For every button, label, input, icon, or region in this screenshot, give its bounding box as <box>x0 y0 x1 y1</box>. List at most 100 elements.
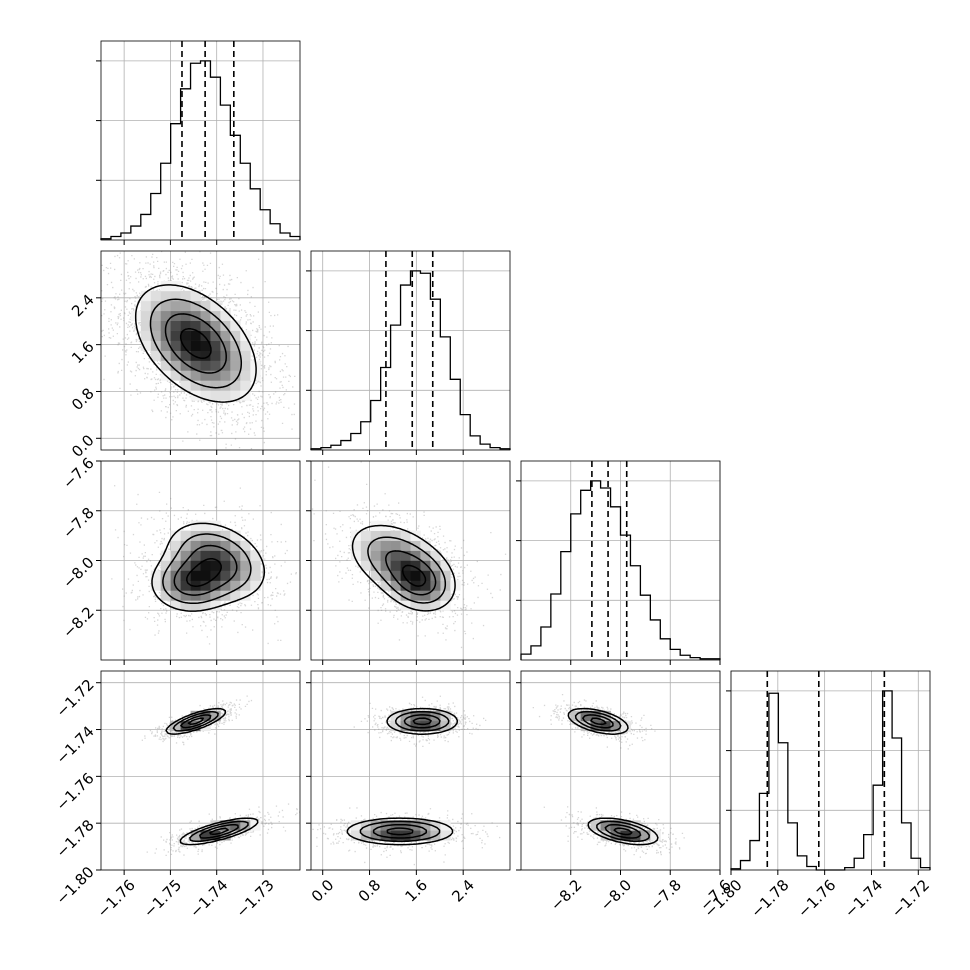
contour-line <box>359 710 450 843</box>
x-tick-label: 1.6 <box>402 876 432 906</box>
density-cell <box>150 320 162 331</box>
density-cell <box>230 370 241 381</box>
density-cell <box>420 710 431 722</box>
density-cell <box>420 830 431 841</box>
density-cell <box>390 580 401 591</box>
density-cell <box>150 330 162 341</box>
density-cell <box>370 540 381 551</box>
density-cell <box>610 720 621 732</box>
density-cell <box>190 320 201 331</box>
density-cell <box>420 570 431 581</box>
density-cell <box>170 590 181 601</box>
density-cell <box>180 320 191 331</box>
density-cell <box>180 570 191 581</box>
density-cell <box>180 290 191 302</box>
density-cell <box>370 820 381 831</box>
density-cell <box>220 360 231 371</box>
density-cell <box>200 360 211 371</box>
density-cell <box>390 550 401 561</box>
density-cell <box>420 600 431 611</box>
contour-line <box>367 536 447 604</box>
density-cell <box>390 540 401 551</box>
x-tick-label: 0.8 <box>355 876 385 906</box>
contour-line <box>351 524 456 612</box>
density-cell <box>420 720 431 732</box>
histogram-step <box>310 270 511 450</box>
density-cell <box>430 590 441 601</box>
density-cell <box>190 370 201 381</box>
density-cell <box>140 340 152 351</box>
density-cell <box>180 330 191 341</box>
y-tick-label: 2.4 <box>68 291 98 321</box>
density-cell <box>200 330 211 341</box>
y-tick-label: −8.2 <box>59 603 97 641</box>
density-cell <box>210 600 221 611</box>
histogram-step <box>100 60 301 240</box>
density-cell <box>230 360 241 371</box>
density-cell <box>230 330 241 341</box>
density-cell <box>370 550 381 561</box>
density-cell <box>160 570 171 581</box>
density-cell <box>150 290 162 302</box>
panel-content <box>311 461 507 649</box>
density-cell <box>210 710 221 722</box>
y-tick-label: −1.78 <box>52 816 97 861</box>
density-cell <box>240 540 251 551</box>
density-cell <box>220 550 231 561</box>
density-cell <box>210 390 221 401</box>
x-tick-label: −1.72 <box>888 876 933 921</box>
density-cell <box>170 560 181 571</box>
density-cell <box>390 720 401 732</box>
density-cell <box>440 710 451 722</box>
density-cell <box>170 600 181 611</box>
density-cell <box>350 540 362 551</box>
density-cell <box>210 580 221 591</box>
density-cell <box>410 600 421 611</box>
x-tick-label: −1.78 <box>747 876 792 921</box>
panel-content <box>312 695 501 866</box>
density-cell <box>220 540 231 551</box>
density-cell <box>200 340 211 351</box>
density-cell <box>190 540 201 551</box>
density-cell <box>360 820 372 831</box>
density-cell <box>160 310 171 321</box>
panel-content <box>532 694 685 858</box>
x-tick-label: −8.0 <box>597 876 635 914</box>
density-cell <box>230 580 241 591</box>
density-cell <box>240 340 251 351</box>
density-cell <box>180 720 191 732</box>
density-cell <box>360 530 372 541</box>
density-cell <box>380 830 391 841</box>
density-cell <box>360 540 372 551</box>
density-cell <box>180 550 191 561</box>
panel-content <box>141 695 300 856</box>
density-cell <box>200 370 211 381</box>
density-cell <box>350 830 362 841</box>
density-cell <box>590 820 601 831</box>
contour-line <box>385 550 437 596</box>
y-tick-label: −1.72 <box>52 676 97 721</box>
contour-line <box>574 710 650 843</box>
panel-background <box>731 671 930 870</box>
density-cell <box>230 590 241 601</box>
density-cell <box>600 820 611 831</box>
density-cell <box>210 320 221 331</box>
scatter-panel-0-3 <box>96 670 301 875</box>
density-cell <box>200 300 211 312</box>
density-cell <box>390 590 401 601</box>
density-cell <box>420 540 431 551</box>
density-cell <box>600 720 611 732</box>
density-cell <box>220 570 231 581</box>
density-cell <box>190 350 201 361</box>
density-cell <box>430 570 441 581</box>
density-cell <box>620 720 631 732</box>
density-cell <box>240 370 251 381</box>
contour-line <box>151 522 266 612</box>
density-cell <box>190 600 201 611</box>
scatter-panel-0-1 <box>96 250 301 455</box>
density-cell <box>390 560 401 571</box>
density-cell <box>370 560 381 571</box>
x-tick-label: −1.73 <box>232 876 277 921</box>
density-cell <box>420 580 431 591</box>
histogram-panel-0 <box>96 40 301 245</box>
